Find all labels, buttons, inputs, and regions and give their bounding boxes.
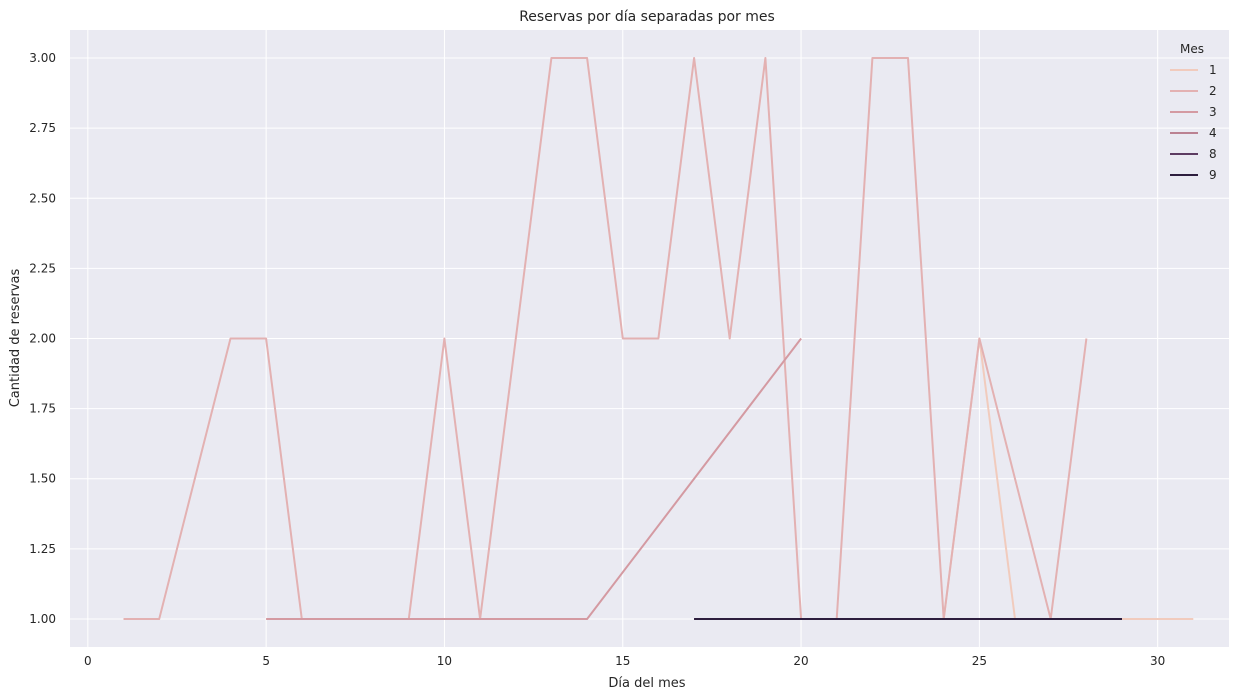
x-tick-label: 5 xyxy=(262,654,270,668)
series-layer xyxy=(123,57,1194,620)
legend-items: 1 2 3 4 8 9 xyxy=(1170,63,1217,182)
y-tick-label: 1.75 xyxy=(29,402,56,416)
legend-label-8: 8 xyxy=(1209,147,1217,161)
legend-label-1: 1 xyxy=(1209,63,1217,77)
y-tick-label: 3.00 xyxy=(29,51,56,65)
y-tick-label: 1.00 xyxy=(29,612,56,626)
x-tick-label: 0 xyxy=(84,654,92,668)
series-line-mes-2 xyxy=(123,57,1088,620)
y-tick-label: 2.25 xyxy=(29,261,56,275)
y-axis-label: Cantidad de reservas xyxy=(8,268,23,407)
legend-label-4: 4 xyxy=(1209,126,1217,140)
y-tick-label: 2.00 xyxy=(29,332,56,346)
legend-label-9: 9 xyxy=(1209,168,1217,182)
y-tick-label: 2.50 xyxy=(29,191,56,205)
x-tick-label: 20 xyxy=(793,654,808,668)
x-tick-label: 15 xyxy=(615,654,630,668)
x-tick-label: 25 xyxy=(972,654,987,668)
legend-title: Mes xyxy=(1180,42,1204,56)
chart-title: Reservas por día separadas por mes xyxy=(519,9,775,25)
legend: Mes 1 2 3 4 8 9 xyxy=(1170,42,1217,182)
y-tick-label: 1.25 xyxy=(29,542,56,556)
y-tick-label: 2.75 xyxy=(29,121,56,135)
x-tick-label: 10 xyxy=(437,654,452,668)
x-tick-label: 30 xyxy=(1150,654,1165,668)
y-tick-label: 1.50 xyxy=(29,472,56,486)
y-axis-ticks: 1.00 1.25 1.50 1.75 2.00 2.25 2.50 2.75 3.00 xyxy=(29,51,56,626)
legend-label-3: 3 xyxy=(1209,105,1217,119)
series-line-mes-3 xyxy=(266,337,802,620)
legend-label-2: 2 xyxy=(1209,84,1217,98)
x-axis-ticks: 0 5 10 15 20 25 30 xyxy=(84,654,1165,668)
x-axis-label: Día del mes xyxy=(608,676,685,691)
grid xyxy=(70,30,1229,647)
